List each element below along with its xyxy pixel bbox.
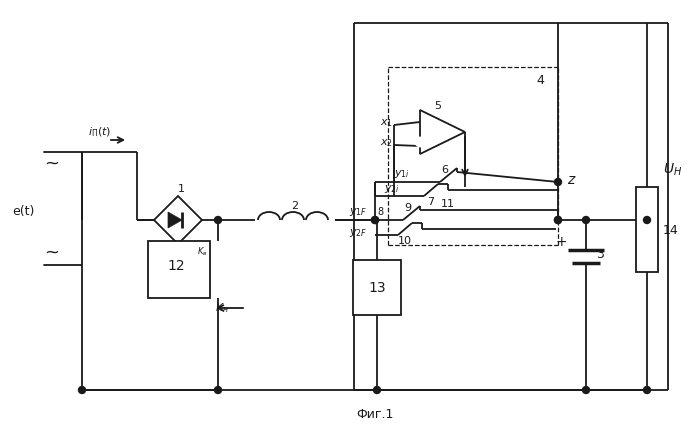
Text: e(t): e(t): [12, 206, 34, 218]
Text: +: +: [555, 235, 567, 249]
Text: 6: 6: [442, 165, 449, 175]
Circle shape: [643, 387, 650, 393]
Text: 12: 12: [167, 259, 185, 274]
Text: 1: 1: [178, 184, 185, 194]
Text: $K_н$: $K_н$: [215, 301, 229, 315]
Circle shape: [34, 147, 43, 157]
Text: 14: 14: [663, 223, 679, 236]
Polygon shape: [168, 212, 182, 228]
Text: $K_в$: $K_в$: [197, 246, 208, 259]
Circle shape: [643, 217, 650, 223]
Bar: [353, 260, 401, 315]
Circle shape: [554, 217, 561, 223]
Text: 10: 10: [398, 236, 412, 246]
Text: $y_{1F}$: $y_{1F}$: [349, 206, 367, 218]
Text: ~: ~: [45, 244, 60, 262]
Circle shape: [582, 387, 589, 393]
Text: Фиг.1: Фиг.1: [356, 409, 393, 421]
Circle shape: [214, 387, 221, 393]
Text: $x_2$: $x_2$: [380, 137, 393, 149]
Circle shape: [78, 387, 85, 393]
Text: $y_{2i}$: $y_{2i}$: [384, 183, 400, 195]
Text: 7: 7: [428, 197, 435, 207]
Circle shape: [372, 217, 379, 223]
Circle shape: [34, 260, 43, 270]
Circle shape: [372, 217, 379, 223]
Circle shape: [582, 217, 589, 223]
Text: ~: ~: [45, 155, 60, 173]
Text: 13: 13: [368, 280, 386, 295]
Text: z: z: [567, 173, 574, 187]
Bar: [636, 187, 658, 272]
Circle shape: [554, 217, 561, 223]
Text: $U_H$: $U_H$: [663, 162, 682, 178]
Circle shape: [374, 387, 381, 393]
Text: 8: 8: [377, 207, 383, 217]
Text: $y_{1i}$: $y_{1i}$: [394, 168, 410, 180]
Text: 2: 2: [291, 201, 299, 211]
Text: $i_{\Pi}(t)$: $i_{\Pi}(t)$: [88, 125, 112, 139]
Text: 9: 9: [405, 203, 412, 213]
Circle shape: [554, 178, 561, 186]
Text: $x_1$: $x_1$: [380, 117, 393, 129]
Text: 5: 5: [435, 101, 442, 111]
Text: 3: 3: [596, 248, 604, 262]
Bar: [148, 241, 210, 298]
Circle shape: [214, 217, 221, 223]
Text: 4: 4: [536, 73, 544, 86]
Circle shape: [416, 138, 424, 146]
Text: 11: 11: [441, 199, 455, 209]
Text: $y_{2F}$: $y_{2F}$: [349, 227, 367, 239]
